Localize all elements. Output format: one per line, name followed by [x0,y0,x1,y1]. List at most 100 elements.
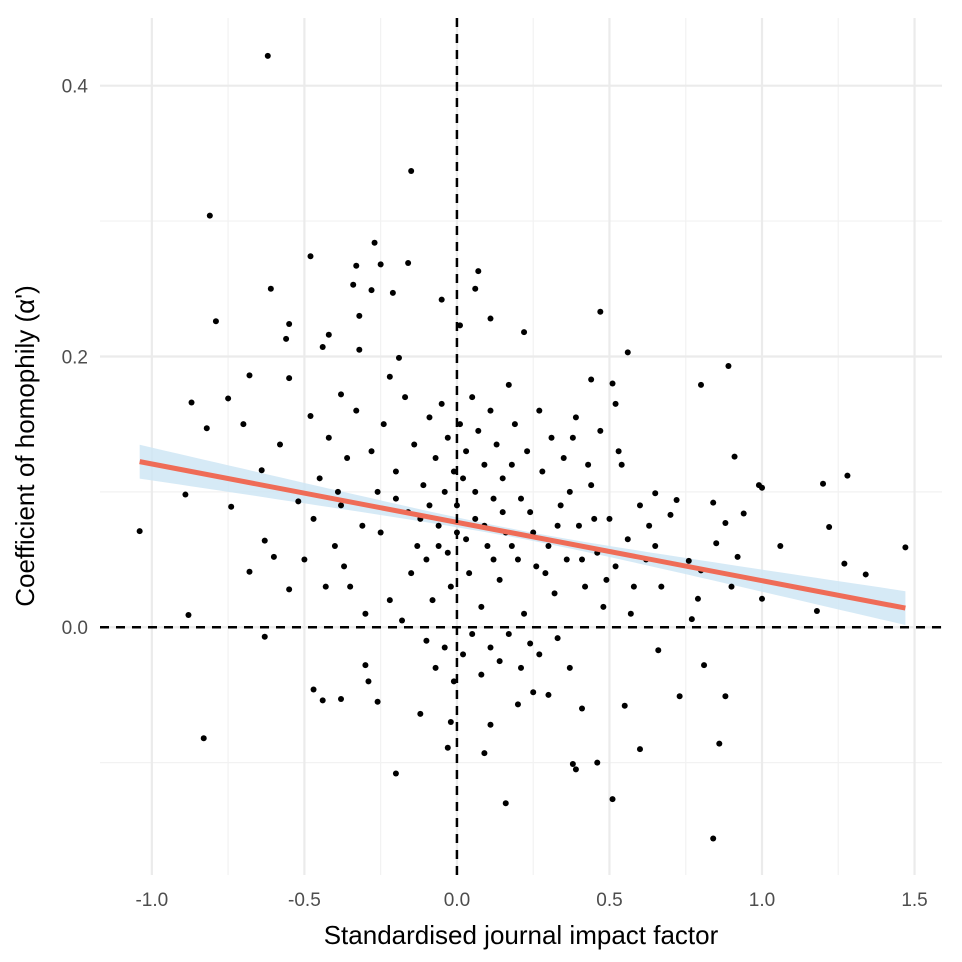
data-point [521,610,528,617]
data-point [560,455,567,462]
x-tick-label: 0.5 [596,890,622,911]
data-point [399,617,406,624]
data-point [609,380,616,387]
data-point [377,261,384,268]
data-point [283,335,290,342]
data-point [902,544,909,551]
data-point [569,434,576,441]
data-point [322,583,329,590]
data-point [325,331,332,338]
data-point [456,421,463,428]
data-point [417,710,424,717]
data-point [496,576,503,583]
data-point [600,603,607,610]
data-point [475,427,482,434]
data-point [514,701,521,708]
data-point [551,590,558,597]
data-point [380,421,387,428]
data-point [508,461,515,468]
data-point [490,556,497,563]
data-point [426,414,433,421]
data-point [499,475,506,482]
x-axis-ticks: -1.0 -0.5 0.0 0.5 1.0 1.5 [135,890,927,911]
minor-gridlines [100,18,942,875]
data-point [423,556,430,563]
data-point [258,467,265,474]
data-point [286,586,293,593]
data-point [813,607,820,614]
data-point [386,373,393,380]
data-point [496,658,503,665]
data-point [420,482,427,489]
regression-line [139,459,906,611]
data-point [527,640,534,647]
data-point [463,536,470,543]
data-point [438,400,445,407]
data-point [493,441,500,448]
data-point [334,488,341,495]
x-axis-title: Standardised journal impact factor [324,920,719,950]
data-point [582,583,589,590]
data-point [301,556,308,563]
y-tick-label: 0.0 [62,618,88,639]
data-point [527,509,534,516]
data-point [563,556,570,563]
data-point [612,563,619,570]
data-point [521,329,528,336]
data-point [533,563,540,570]
data-point [572,766,579,773]
data-point [820,480,827,487]
data-point [228,503,235,510]
data-point [392,770,399,777]
data-point [456,322,463,329]
data-point [487,721,494,728]
data-point [844,472,851,479]
data-point [759,595,766,602]
data-point [432,455,439,462]
data-point [408,167,415,174]
data-point [203,425,210,432]
data-point [597,308,604,315]
x-tick-label: 0.0 [444,890,470,911]
data-point [395,354,402,361]
data-point [435,543,442,550]
data-point [362,662,369,669]
data-point [286,375,293,382]
data-point [624,536,631,543]
data-point [212,318,219,325]
data-point [246,372,253,379]
data-point [524,448,531,455]
data-point [499,509,506,516]
data-point [658,583,665,590]
data-point [609,796,616,803]
data-point [588,482,595,489]
data-point [472,488,479,495]
data-point [627,610,634,617]
data-point [618,461,625,468]
data-points [136,52,909,842]
data-point [356,312,363,319]
data-point [338,391,345,398]
data-point [688,616,695,623]
data-point [310,686,317,693]
data-point [636,746,643,753]
data-point [487,407,494,414]
data-point [710,499,717,506]
data-point [371,239,378,246]
data-point [368,287,375,294]
data-point [548,434,555,441]
data-point [353,262,360,269]
data-point [777,543,784,550]
data-point [338,502,345,509]
data-point [508,543,515,550]
data-point [325,434,332,441]
data-point [530,529,537,536]
data-point [136,528,143,535]
data-point [481,461,488,468]
data-point [267,285,274,292]
data-point [411,441,418,448]
data-point [429,597,436,604]
data-point [575,522,582,529]
data-point [624,349,631,356]
data-point [261,537,268,544]
